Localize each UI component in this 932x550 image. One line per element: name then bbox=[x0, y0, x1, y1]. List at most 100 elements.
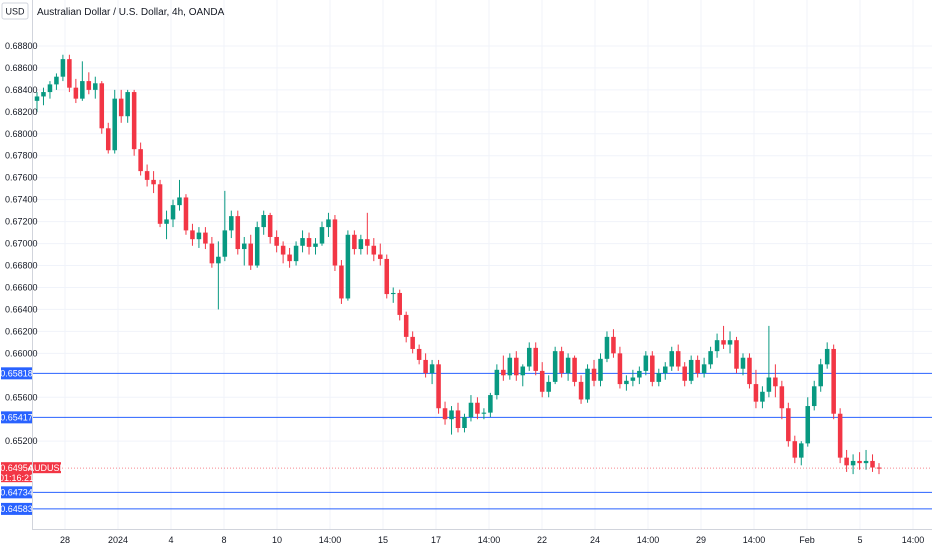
candle-body bbox=[222, 230, 228, 257]
candle-body bbox=[475, 402, 480, 414]
candle-body bbox=[436, 364, 441, 409]
candle-body bbox=[714, 340, 720, 352]
level-badge bbox=[1, 502, 32, 515]
level-label: 0.64583 bbox=[0, 504, 33, 514]
x-tick-label: 2024 bbox=[108, 535, 128, 545]
candle-body bbox=[293, 245, 299, 262]
x-tick-label: 10 bbox=[272, 535, 282, 545]
candle-body bbox=[559, 351, 564, 374]
x-tick-label: 4 bbox=[168, 535, 173, 545]
candle-body bbox=[656, 373, 662, 382]
candle-body bbox=[358, 239, 364, 250]
candle-body bbox=[539, 370, 545, 392]
candle-body bbox=[850, 460, 856, 466]
x-tick-label: 14:00 bbox=[637, 535, 660, 545]
candle-body bbox=[274, 236, 279, 246]
candle-body bbox=[177, 197, 182, 206]
candle-body bbox=[326, 219, 331, 228]
candle-body bbox=[248, 243, 254, 266]
candle-body bbox=[662, 366, 668, 374]
level-label: 0.65417 bbox=[0, 412, 33, 422]
candle-body bbox=[319, 227, 325, 244]
level-badge bbox=[1, 486, 32, 499]
y-tick-label: 0.66200 bbox=[5, 326, 38, 336]
candle-body bbox=[501, 369, 506, 376]
candle-body bbox=[753, 384, 759, 402]
candle-body bbox=[216, 256, 221, 264]
candle-body bbox=[727, 340, 733, 345]
candle-body bbox=[792, 441, 798, 458]
candle-body bbox=[384, 258, 390, 295]
candle-body bbox=[138, 149, 143, 172]
candle-body bbox=[229, 216, 234, 231]
candle-body bbox=[241, 243, 247, 250]
x-tick-label: 15 bbox=[378, 535, 388, 545]
candle-body bbox=[300, 238, 305, 246]
candle-body bbox=[766, 377, 772, 392]
candle-body bbox=[688, 359, 694, 381]
candle-body bbox=[267, 215, 273, 237]
candle-body bbox=[164, 219, 169, 224]
candle-body bbox=[429, 364, 435, 374]
candle-body bbox=[637, 370, 642, 378]
candle-body bbox=[60, 59, 66, 77]
candle-body bbox=[740, 357, 746, 369]
level-badge bbox=[1, 411, 32, 424]
level-label: 0.64734 bbox=[0, 487, 33, 497]
y-tick-label: 0.68600 bbox=[5, 63, 38, 73]
currency-box[interactable] bbox=[1, 2, 29, 20]
candle-body bbox=[533, 347, 538, 371]
y-tick-label: 0.68800 bbox=[5, 41, 38, 51]
y-tick-label: 0.66800 bbox=[5, 261, 38, 271]
y-tick-label: 0.66000 bbox=[5, 348, 38, 358]
candle-body bbox=[870, 460, 875, 468]
candle-body bbox=[449, 410, 454, 420]
candle-body bbox=[863, 460, 869, 464]
candle-body bbox=[546, 381, 551, 392]
candle-body bbox=[131, 92, 137, 150]
y-tick-label: 0.68200 bbox=[5, 107, 38, 117]
candle-body bbox=[624, 380, 629, 385]
price-axis[interactable]: 0.68800 0.68600 0.68400 0.68200 0.68000 0.678… bbox=[5, 41, 38, 446]
candle-body bbox=[837, 413, 843, 458]
candle-body bbox=[565, 357, 571, 374]
x-tick-label: 29 bbox=[696, 535, 706, 545]
candle-body bbox=[339, 265, 344, 299]
candle-body bbox=[118, 98, 124, 117]
candle-body bbox=[345, 234, 351, 299]
candle-body bbox=[598, 358, 603, 381]
candle-body bbox=[196, 232, 202, 240]
candle-body bbox=[824, 348, 830, 365]
candle-body bbox=[578, 381, 584, 400]
candle-body bbox=[190, 230, 195, 240]
candle-body bbox=[650, 355, 655, 382]
candle-body bbox=[170, 205, 176, 220]
level-badge bbox=[1, 367, 32, 380]
candle-body bbox=[99, 83, 105, 129]
time-axis[interactable]: 28 2024 4 8 10 14:00 15 17 14:00 22 24 14:00 29 14:00… bbox=[60, 535, 924, 545]
currency-label: USD bbox=[5, 7, 25, 17]
candle-body bbox=[73, 87, 79, 99]
x-tick-label: 8 bbox=[221, 535, 226, 545]
y-tick-label: 0.67600 bbox=[5, 173, 38, 183]
candle-body bbox=[611, 336, 616, 354]
candle-body bbox=[468, 402, 474, 418]
grid bbox=[33, 0, 932, 529]
candle-body bbox=[701, 364, 707, 374]
candle-body bbox=[462, 417, 467, 428]
candle-body bbox=[844, 457, 849, 466]
candle-body bbox=[203, 232, 208, 244]
y-tick-label: 0.65600 bbox=[5, 392, 38, 402]
y-tick-label: 0.67200 bbox=[5, 217, 38, 227]
candle-body bbox=[410, 336, 415, 349]
candle-body bbox=[67, 59, 72, 88]
candle-body bbox=[682, 366, 687, 381]
candle-body bbox=[93, 83, 98, 90]
x-tick-label: 28 bbox=[60, 535, 70, 545]
x-tick-label: Feb bbox=[799, 535, 815, 545]
candle-body bbox=[507, 357, 513, 376]
candle-body bbox=[481, 412, 487, 414]
candle-body bbox=[585, 368, 590, 400]
candle-body bbox=[779, 386, 785, 409]
